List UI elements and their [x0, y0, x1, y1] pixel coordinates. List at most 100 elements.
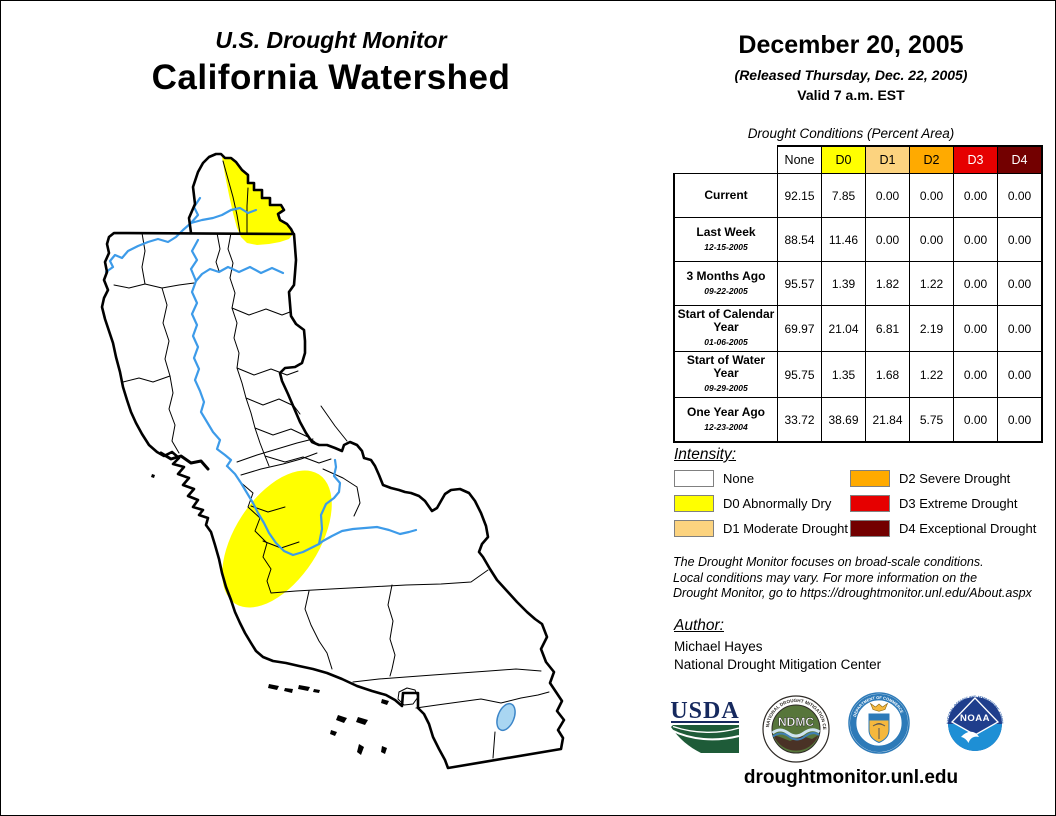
cell-value: 21.84 — [865, 397, 910, 443]
cell-value: 0.00 — [997, 261, 1043, 306]
legend-item-d4: D4 Exceptional Drought — [850, 519, 1036, 538]
report-supertitle: U.S. Drought Monitor — [215, 27, 447, 53]
row-label: Last Week 12-15-2005 — [673, 217, 778, 262]
released-date: (Released Thursday, Dec. 22, 2005) — [734, 67, 968, 83]
legend-item-d1: D1 Moderate Drought — [674, 519, 848, 538]
cell-value: 0.00 — [997, 217, 1043, 262]
ndmc-water-wave — [771, 728, 821, 738]
cell-value: 0.00 — [997, 305, 1043, 352]
cell-value: 1.39 — [821, 261, 866, 306]
cell-value: 0.00 — [865, 217, 910, 262]
author-heading: Author: — [674, 617, 724, 634]
row-label: Start of Calendar Year 01-06-2005 — [673, 305, 778, 352]
table-header-row: None D0 D1 D2 D3 D4 — [674, 145, 1043, 174]
california-watershed-map — [100, 152, 566, 770]
col-header-d0: D0 — [821, 145, 866, 174]
cell-value: 92.15 — [777, 173, 822, 218]
disclaimer-line: Drought Monitor, go to https://droughtmo… — [673, 586, 1032, 600]
cell-value: 1.82 — [865, 261, 910, 306]
ndmc-water-wave-2 — [772, 732, 820, 741]
legend-label: None — [723, 471, 755, 486]
disclaimer-text: The Drought Monitor focuses on broad-sca… — [673, 555, 1045, 602]
noaa-text: NOAA — [960, 713, 990, 724]
row-date: 01-06-2005 — [704, 337, 748, 347]
river-sacramento — [189, 238, 233, 468]
ndmc-logo-icon: NATIONAL DROUGHT MITIGATION CENTER UNIVE… — [762, 695, 830, 763]
outline-north-dome — [187, 152, 295, 235]
col-header-d2: D2 — [909, 145, 954, 174]
usda-swoosh-2 — [672, 725, 740, 734]
cell-value: 5.75 — [909, 397, 954, 443]
cell-value: 0.00 — [953, 217, 998, 262]
intensity-heading: Intensity: — [674, 446, 737, 463]
cell-value: 0.00 — [953, 351, 998, 398]
d0-swatch — [674, 495, 714, 512]
usda-swoosh — [670, 729, 740, 741]
salton-sea-lake — [496, 702, 516, 732]
river-klamath-upper — [189, 206, 258, 225]
cell-value: 21.04 — [821, 305, 866, 352]
bay-detail — [159, 451, 210, 471]
cell-value: 1.22 — [909, 351, 954, 398]
table-row: Start of Water Year 09-29-2005 95.75 1.35… — [673, 351, 1043, 398]
cell-value: 0.00 — [953, 173, 998, 218]
legend-label: D4 Exceptional Drought — [899, 521, 1037, 536]
table-row: Last Week 12-15-2005 88.54 11.46 0.00 0.0… — [673, 217, 1043, 262]
river-san-joaquin — [225, 464, 418, 557]
author-name: Michael Hayes — [674, 639, 763, 654]
d2-swatch — [850, 470, 890, 487]
cell-value: 0.00 — [909, 217, 954, 262]
row-label: Current — [673, 173, 778, 218]
cell-value: 95.75 — [777, 351, 822, 398]
table-corner-cell — [674, 146, 778, 174]
col-header-d4: D4 — [997, 145, 1043, 174]
none-swatch — [674, 470, 714, 487]
cell-value: 88.54 — [777, 217, 822, 262]
row-label: One Year Ago 12-23-2004 — [673, 397, 778, 443]
river-pit — [194, 265, 285, 283]
page-title: California Watershed — [151, 58, 511, 97]
legend-label: D3 Extreme Drought — [899, 496, 1018, 511]
valid-time: Valid 7 a.m. EST — [797, 87, 905, 103]
cell-value: 0.00 — [997, 397, 1043, 443]
col-header-d1: D1 — [865, 145, 910, 174]
usda-text: USDA — [670, 698, 739, 724]
legend-item-d2: D2 Severe Drought — [850, 469, 1010, 488]
noaa-emblem — [948, 697, 1002, 751]
table-row: 3 Months Ago 09-22-2005 95.57 1.39 1.82 1… — [673, 261, 1043, 306]
cell-value: 33.72 — [777, 397, 822, 443]
cell-value: 11.46 — [821, 217, 866, 262]
row-date: 09-29-2005 — [704, 383, 748, 393]
doc-shield-detail — [872, 723, 886, 727]
cell-value: 0.00 — [997, 173, 1043, 218]
noaa-logo-icon: NATIONAL OCEANIC AND ATMOSPHERIC ADMINIS… — [943, 692, 1006, 755]
cell-value: 1.68 — [865, 351, 910, 398]
legend-item-d3: D3 Extreme Drought — [850, 494, 1018, 513]
cell-value: 0.00 — [865, 173, 910, 218]
d0-area-central — [222, 470, 332, 608]
legend-label: D0 Abnormally Dry — [723, 496, 832, 511]
row-date: 09-22-2005 — [704, 285, 748, 296]
ndmc-soil — [773, 735, 819, 751]
cell-value: 1.22 — [909, 261, 954, 306]
col-header-none: None — [777, 145, 822, 174]
row-date: 12-23-2004 — [704, 421, 748, 432]
usda-underline — [671, 721, 739, 723]
cell-value: 0.00 — [953, 261, 998, 306]
noaa-sea — [948, 724, 1002, 751]
cell-value: 0.00 — [909, 173, 954, 218]
cell-value: 0.00 — [997, 351, 1043, 398]
usda-logo-icon: USDA — [670, 698, 740, 753]
d0-area-north — [222, 157, 293, 245]
date-block: December 20, 2005 (Released Thursday, De… — [665, 31, 1037, 103]
author-org: National Drought Mitigation Center — [674, 657, 882, 672]
channel-islands — [151, 474, 389, 755]
drought-conditions-table: None D0 D1 D2 D3 D4 Current 92.15 7.85 0… — [673, 145, 1043, 443]
ndmc-text: NDMC — [778, 715, 814, 729]
cell-value: 69.97 — [777, 305, 822, 352]
watershed-interior-boundaries — [113, 160, 550, 759]
cell-value: 0.00 — [953, 305, 998, 352]
doc-shield-chief — [869, 714, 889, 721]
col-header-d3: D3 — [953, 145, 998, 174]
